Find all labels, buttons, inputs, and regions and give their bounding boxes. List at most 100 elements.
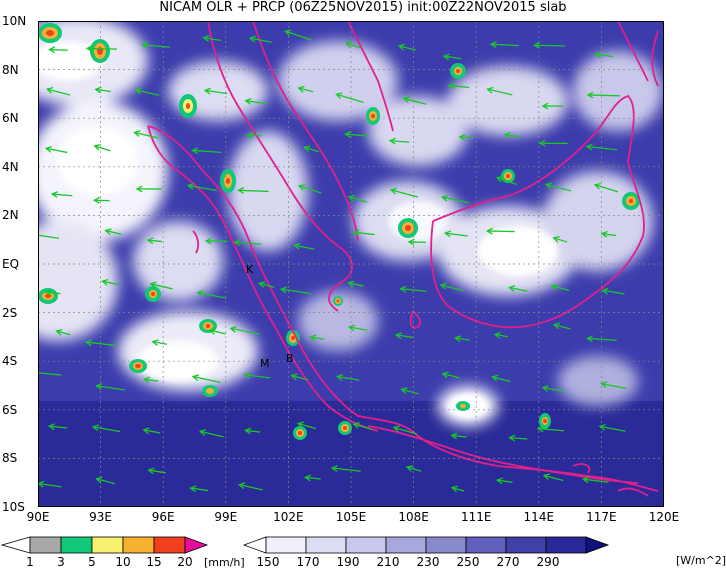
precip-cells <box>38 23 640 440</box>
olr-colorbar-label: 230 <box>416 555 440 569</box>
wind-arrow <box>202 35 222 42</box>
wind-arrow <box>443 230 468 238</box>
wind-arrow <box>439 282 464 292</box>
wind-arrow <box>93 144 111 152</box>
olr-colorbar-label: 170 <box>296 555 320 569</box>
prcp-colorbar-upper-cap <box>184 536 209 554</box>
wind-arrow <box>486 86 513 96</box>
java-coast <box>367 425 639 484</box>
malay-inner <box>252 20 359 242</box>
precip-cell <box>398 218 418 238</box>
wind-arrow <box>134 87 160 96</box>
prcp-colorbar-swatch <box>29 536 62 554</box>
precip-cell <box>145 286 161 302</box>
wind-arrow <box>493 331 509 339</box>
wind-arrow <box>508 434 528 442</box>
precip-cell <box>90 39 110 63</box>
prcp-colorbar-swatch <box>91 536 124 554</box>
olr-colorbar-swatch <box>505 536 547 554</box>
precip-cell <box>293 426 307 440</box>
wind-arrow <box>92 196 110 204</box>
wind-arrow <box>297 85 314 93</box>
lat-label: 8S <box>2 451 18 466</box>
wind-arrow <box>586 91 620 99</box>
olr-deep-south <box>38 401 664 507</box>
precip-cell <box>366 107 380 125</box>
wind-arrow <box>304 474 321 482</box>
wind-arrow <box>84 339 116 347</box>
wind-arrow <box>347 280 364 288</box>
coastlines <box>147 20 659 497</box>
wind-arrow <box>407 238 426 246</box>
prcp-colorbar-swatch <box>153 536 186 554</box>
lon-label: 120E <box>648 510 680 524</box>
prcp-colorbar-label: 5 <box>88 555 96 569</box>
wind-arrow <box>244 98 267 105</box>
olr-colorbar-swatch <box>385 536 427 554</box>
small-islands <box>572 463 649 497</box>
olr-colorbar-swatch <box>265 536 307 554</box>
wind-arrow <box>585 143 618 151</box>
prcp-colorbar-label: 1 <box>26 555 34 569</box>
wind-arrow <box>550 283 570 291</box>
wind-arrow <box>55 328 71 336</box>
olr-colorbar-upper-cap <box>585 536 610 554</box>
wind-arrow <box>257 281 275 288</box>
prcp-units: [mm/h] <box>204 556 245 569</box>
wind-arrow <box>388 137 410 145</box>
olr-colorbar-swatch <box>345 536 387 554</box>
wind-arrow <box>399 285 427 293</box>
wind-arrow <box>593 51 613 59</box>
lon-label: 117E <box>586 510 617 524</box>
wind-arrow <box>542 473 564 482</box>
wind-arrow <box>544 182 572 192</box>
wind-arrow <box>284 29 312 41</box>
wind-arrow <box>447 82 470 90</box>
wind-arrow <box>135 185 162 193</box>
wind-arrow <box>538 139 568 147</box>
olr-colorbar-swatch <box>305 536 347 554</box>
wind-arrow <box>133 130 159 139</box>
wind-arrow <box>495 176 518 186</box>
wind-arrow <box>485 227 515 235</box>
wind-arrow <box>495 477 513 485</box>
prcp-colorbar-label: 10 <box>115 555 131 569</box>
wind-arrow <box>581 476 609 484</box>
wind-arrow <box>541 102 564 110</box>
precip-cell <box>501 169 515 183</box>
wind-arrow <box>392 425 418 435</box>
wind-arrow <box>442 53 462 61</box>
wind-arrow <box>336 373 360 381</box>
precip-cell <box>539 413 551 429</box>
olr-colorbar-swatch <box>545 536 587 554</box>
wind-arrow <box>297 184 322 194</box>
lon-label: 96E <box>151 510 175 524</box>
wind-arrow <box>189 485 209 493</box>
wind-arrow <box>208 328 226 335</box>
prcp-colorbar-label: 3 <box>57 555 65 569</box>
lon-label: 99E <box>214 510 238 524</box>
wind-arrow <box>48 46 68 54</box>
lat-label: 4S <box>2 354 18 369</box>
lat-label: 10N <box>2 14 27 28</box>
wind-arrow <box>149 281 173 290</box>
lon-label: 114E <box>523 510 555 524</box>
ne-border <box>617 20 659 87</box>
prcp-colorbar-label: 15 <box>146 555 162 569</box>
wind-arrow <box>237 187 269 194</box>
lon-label: 102E <box>273 510 304 524</box>
wind-arrow <box>95 383 126 391</box>
wind-arrow <box>601 287 625 295</box>
wind-arrow <box>140 41 170 49</box>
lon-label: 111E <box>460 510 492 524</box>
wind-arrow <box>489 41 519 48</box>
precip-cell <box>202 385 218 397</box>
wind-arrow <box>191 374 221 384</box>
wind-arrow <box>347 324 368 332</box>
precip-cell <box>622 192 640 210</box>
wind-arrow <box>233 239 262 246</box>
wind-arrow <box>330 465 361 473</box>
precip-cell <box>220 169 236 193</box>
wind-arrow <box>290 373 309 381</box>
prcp-colorbar-label: 20 <box>177 555 193 569</box>
